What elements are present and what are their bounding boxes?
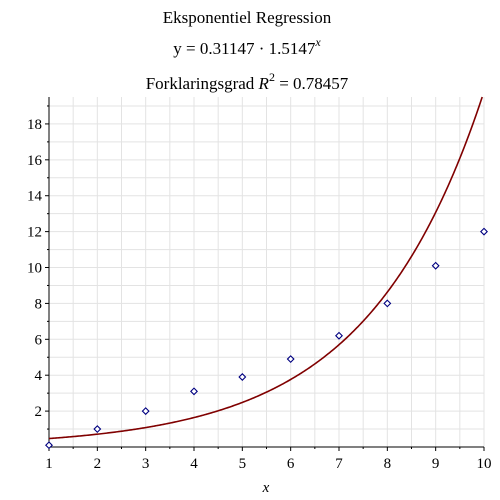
y-tick-label: 2 — [35, 404, 43, 420]
data-point — [190, 387, 198, 396]
x-tick-label: 6 — [287, 456, 295, 472]
data-point — [335, 331, 343, 340]
y-tick-label: 10 — [27, 261, 42, 277]
x-axis-label: x — [262, 480, 270, 496]
equation-exponent: x — [314, 35, 321, 49]
y-tick-label: 4 — [35, 368, 43, 384]
y-tick-label: 8 — [35, 296, 43, 312]
data-points-group — [45, 227, 488, 450]
x-tick-label: 1 — [45, 456, 53, 472]
x-tick-label: 10 — [477, 456, 492, 472]
r-squared-symbol: R — [258, 74, 270, 93]
x-tick-label: 9 — [432, 456, 440, 472]
data-point — [238, 373, 247, 381]
x-tick-label: 4 — [190, 456, 198, 472]
data-point — [431, 261, 440, 270]
y-tick-label: 6 — [35, 332, 43, 348]
equation-main: y = 0.31147 · 1.5147 — [173, 39, 316, 58]
chart-equation: y = 0.31147 · 1.5147x — [173, 35, 321, 58]
x-tick-label: 8 — [384, 456, 392, 472]
data-point — [480, 227, 488, 236]
y-tick-label: 14 — [27, 189, 43, 205]
y-tick-label: 16 — [27, 153, 43, 169]
x-tick-label: 3 — [142, 456, 150, 472]
r-squared-prefix: Forklaringsgrad — [146, 74, 259, 93]
regression-curve-group — [48, 96, 483, 440]
chart-r-squared: Forklaringsgrad R2 = 0.78457 — [146, 70, 349, 93]
r-squared-suffix: = 0.78457 — [275, 74, 349, 93]
data-point — [286, 355, 295, 364]
x-tick-label: 2 — [94, 456, 102, 472]
regression-curve — [48, 96, 483, 440]
x-tick-label: 5 — [239, 456, 247, 472]
data-point — [45, 441, 53, 450]
y-tick-label: 18 — [27, 117, 42, 133]
data-point — [383, 299, 392, 308]
grid — [48, 97, 485, 447]
x-tick-label: 7 — [335, 456, 343, 472]
y-tick-label: 12 — [27, 225, 42, 241]
data-point — [141, 407, 150, 416]
data-point — [93, 425, 102, 434]
r-squared-power: 2 — [269, 70, 275, 84]
chart-title: Eksponentiel Regression — [163, 8, 332, 27]
